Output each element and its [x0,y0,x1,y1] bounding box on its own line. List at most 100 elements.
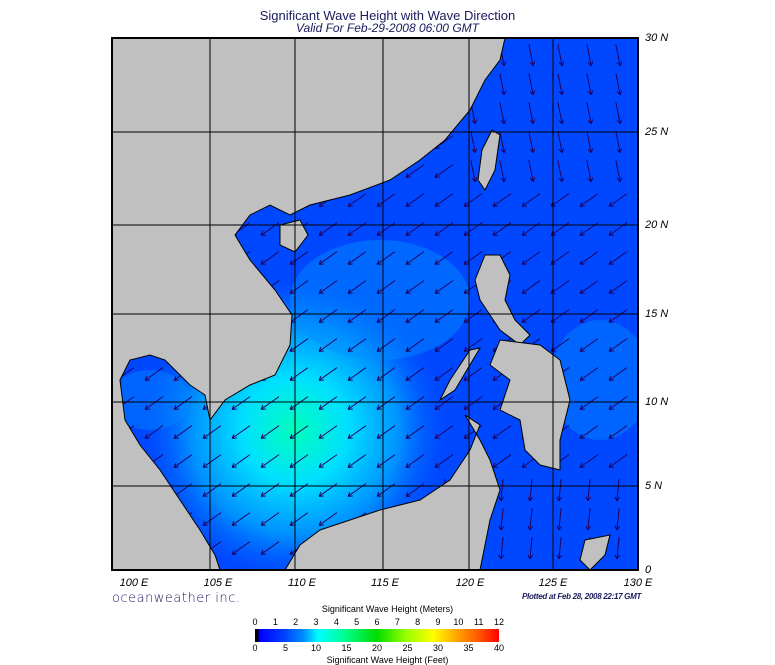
colorbar-meters-title: Significant Wave Height (Meters) [321,604,454,614]
lat-label: 15 N [645,308,669,320]
meters-tick: 2 [293,617,299,627]
wave-direction-arrow [318,454,338,468]
wave-direction-arrow [318,251,338,265]
wave-direction-arrow [434,309,454,323]
wave-direction-arrow [318,309,338,323]
wave-direction-arrow [579,396,599,410]
wave-direction-arrow [579,309,599,323]
lon-label: 115 E [371,577,399,589]
feet-tick: 0 [252,643,258,653]
wave-direction-arrow [405,251,425,265]
wave-direction-arrow [434,193,454,207]
wave-direction-arrow [376,309,396,323]
wave-direction-arrow [614,537,621,560]
map-frame [111,37,639,571]
wave-direction-arrow [579,193,599,207]
wave-direction-arrow [528,131,536,154]
wave-direction-arrow [347,396,367,410]
wave-direction-arrow [470,160,478,183]
wave-direction-arrow [608,309,628,323]
land-borneo [284,414,501,570]
land-luzon [474,254,531,346]
wave-direction-arrow [231,425,251,439]
wave-direction-arrow [586,102,594,125]
wave-direction-arrow [615,131,623,154]
meters-tick: 6 [374,617,380,627]
feet-tick: 20 [371,643,382,653]
wave-direction-arrow [289,454,309,468]
meters-tick: 3 [313,617,319,627]
wave-direction-arrow [289,280,309,294]
wave-direction-arrow [376,193,396,207]
wave-direction-arrow [586,73,594,96]
wave-direction-arrow [470,131,478,154]
wave-direction-arrow [557,73,565,96]
wave-direction-arrow [202,454,222,468]
wave-direction-arrow [557,131,565,154]
lat-label: 20 N [645,219,669,231]
wave-direction-arrow [608,396,628,410]
wave-direction-arrow [463,309,483,323]
wave-direction-arrow [347,193,367,207]
wave-direction-arrow [144,367,164,381]
lon-label: 100 E [119,577,149,589]
wave-direction-arrow [527,508,534,531]
wave-direction-arrow [434,338,454,352]
wave-direction-arrow [318,338,338,352]
wave-direction-arrow [498,479,505,502]
lon-label: 125 E [538,577,568,589]
wave-direction-arrow [318,425,338,439]
lon-label: 130 E [623,577,653,589]
wave-direction-arrow [318,280,338,294]
wave-direction-arrow [528,73,536,96]
wave-direction-arrow [144,425,164,439]
wave-direction-arrow [586,44,594,67]
wave-direction-arrow [289,338,309,352]
land-hainan [279,219,309,253]
wave-direction-arrow [556,508,563,531]
wave-direction-arrow [347,454,367,468]
wave-direction-arrow [318,396,338,410]
wave-direction-arrow [556,537,563,560]
meters-tick: 7 [394,617,400,627]
wave-direction-arrow [579,338,599,352]
wave-direction-arrow [376,367,396,381]
wave-direction-arrow [347,425,367,439]
wave-direction-arrow [498,537,505,560]
wave-direction-arrow [521,309,541,323]
land-palawan [438,347,482,402]
wave-direction-arrow [318,512,338,526]
wave-direction-arrow [463,338,483,352]
wave-direction-arrow [528,160,536,183]
wave-direction-arrow [347,251,367,265]
wave-direction-arrow [289,512,309,526]
meters-tick: 5 [354,617,360,627]
wave-direction-arrow [499,160,507,183]
wave-direction-arrow [557,160,565,183]
meters-tick: 1 [272,617,278,627]
wave-direction-arrow [202,425,222,439]
wave-direction-arrow [557,102,565,125]
wave-direction-arrow [376,338,396,352]
wave-direction-arrow [173,396,193,410]
wave-direction-arrow [608,425,628,439]
wave-direction-arrow [347,309,367,323]
wave-direction-arrow [405,454,425,468]
wave-direction-arrow [608,251,628,265]
meters-tick: 9 [435,617,441,627]
wave-direction-arrow [434,367,454,381]
wave-direction-arrow [260,512,280,526]
wave-direction-arrow [405,193,425,207]
colorbar [255,629,499,642]
wave-direction-arrow [347,338,367,352]
wave-direction-arrow [585,508,592,531]
wave-direction-arrow [463,251,483,265]
wave-direction-arrow [434,425,454,439]
map-title: Significant Wave Height with Wave Direct… [259,8,516,23]
wave-direction-arrow [579,454,599,468]
wave-direction-arrow [376,251,396,265]
wave-direction-arrow [498,508,505,531]
feet-tick: 15 [341,643,352,653]
wave-direction-arrow [521,251,541,265]
wave-direction-arrow [434,454,454,468]
